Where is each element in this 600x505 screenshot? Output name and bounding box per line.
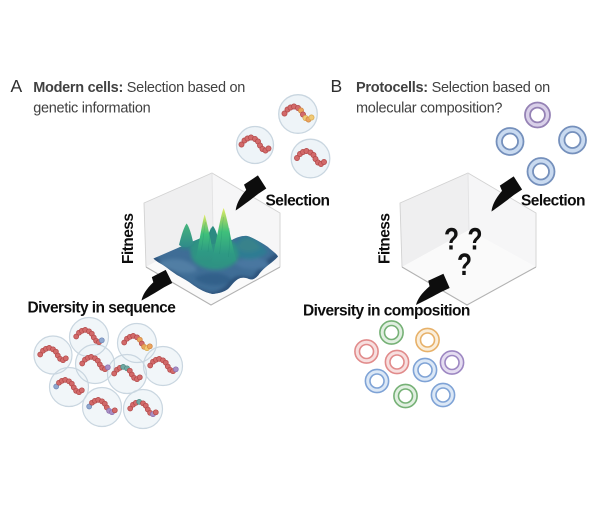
svg-text:Diversity in sequence: Diversity in sequence bbox=[28, 300, 177, 317]
svg-text:genetic information: genetic information bbox=[33, 101, 150, 117]
svg-text:Modern cells: Selection based: Modern cells: Selection based on bbox=[33, 80, 245, 96]
svg-text:?: ? bbox=[468, 221, 483, 257]
svg-text:?: ? bbox=[444, 221, 459, 257]
svg-text:molecular composition?: molecular composition? bbox=[356, 101, 502, 117]
svg-text:A: A bbox=[11, 76, 23, 96]
svg-text:Fitness: Fitness bbox=[120, 214, 137, 264]
svg-text:Selection: Selection bbox=[521, 193, 585, 210]
svg-text:Protocells: Selection based on: Protocells: Selection based on bbox=[356, 80, 550, 96]
svg-text:B: B bbox=[331, 76, 342, 96]
svg-text:Selection: Selection bbox=[266, 192, 330, 209]
svg-text:Fitness: Fitness bbox=[377, 214, 394, 264]
svg-text:Diversity in composition: Diversity in composition bbox=[303, 303, 470, 320]
svg-text:?: ? bbox=[457, 246, 472, 282]
